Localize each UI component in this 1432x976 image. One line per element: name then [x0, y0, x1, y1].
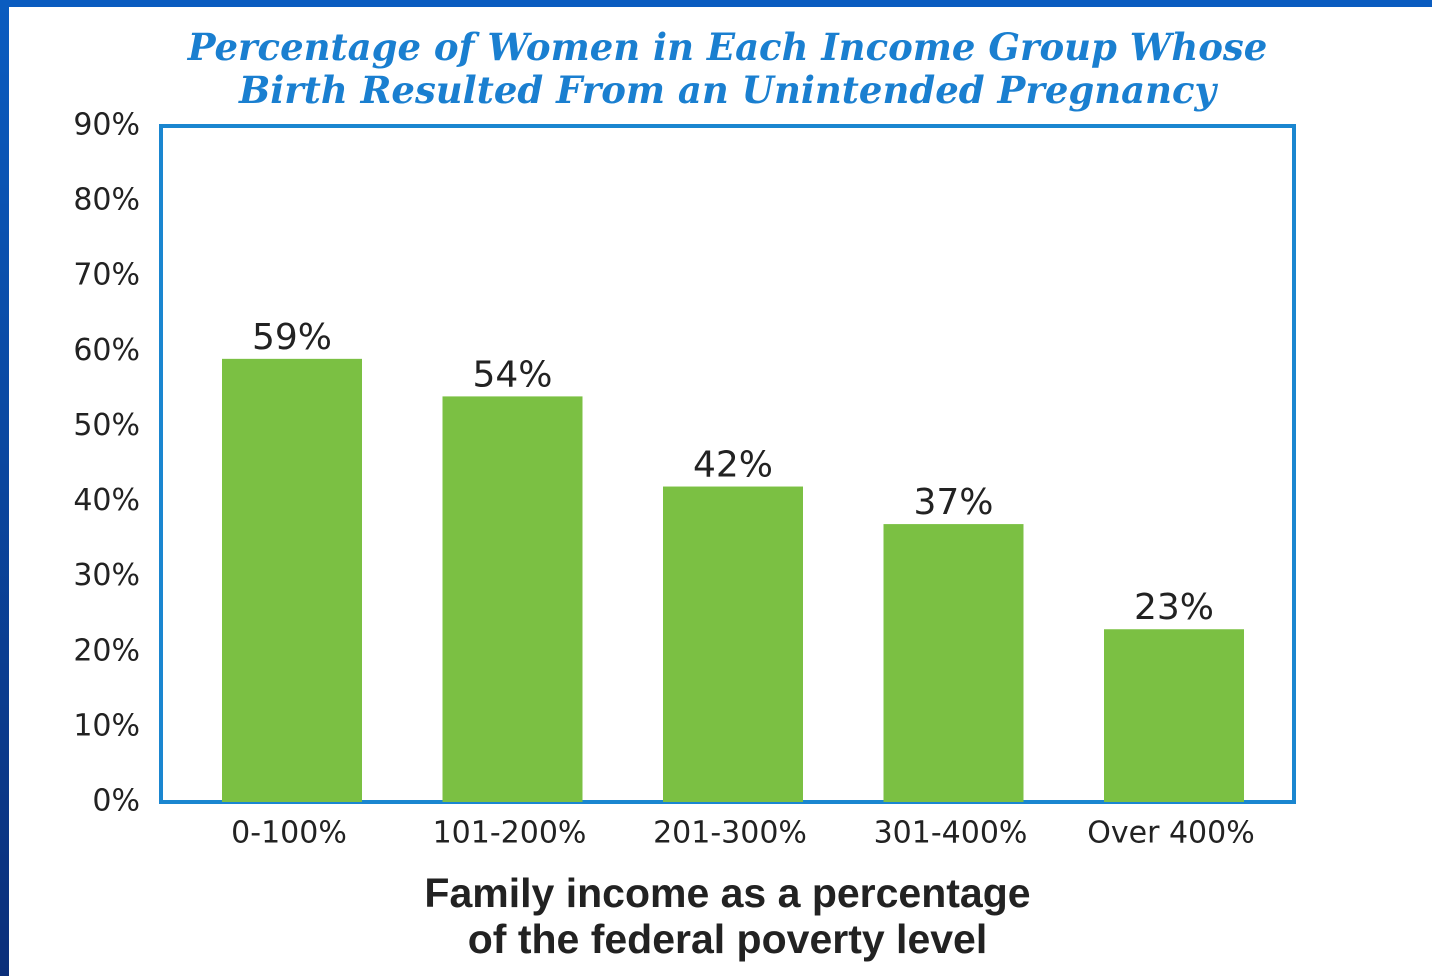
bar — [1104, 629, 1244, 802]
value-label: 23% — [1134, 587, 1214, 628]
slide-edge — [0, 0, 1432, 7]
bar — [222, 358, 362, 802]
y-tick-label: 30% — [73, 558, 140, 593]
value-label: 54% — [472, 354, 552, 395]
y-tick-label: 0% — [92, 784, 140, 819]
y-tick-label: 70% — [73, 258, 140, 293]
x-tick-label: Over 400% — [1087, 816, 1254, 851]
value-label: 59% — [252, 317, 332, 358]
y-tick-label: 20% — [73, 633, 140, 668]
chart-title: Percentage of Women in Each Income Group… — [187, 25, 1268, 112]
y-tick-label: 60% — [73, 333, 140, 368]
y-tick-label: 80% — [73, 183, 140, 218]
y-tick-label: 40% — [73, 483, 140, 518]
x-tick-label: 101-200% — [433, 816, 587, 851]
x-axis-label: Family income as a percentage of the fed… — [424, 870, 1031, 962]
bar — [883, 524, 1024, 802]
y-tick-label: 50% — [73, 408, 140, 443]
bar — [442, 396, 583, 802]
value-label: 37% — [913, 482, 993, 523]
x-tick-label: 0-100% — [231, 816, 347, 851]
slide-edge — [0, 0, 9, 976]
bar — [663, 486, 803, 802]
y-tick-label: 90% — [73, 108, 140, 143]
x-tick-label: 301-400% — [874, 816, 1028, 851]
x-tick-label: 201-300% — [653, 816, 807, 851]
value-label: 42% — [693, 445, 773, 486]
y-tick-label: 10% — [73, 708, 140, 743]
